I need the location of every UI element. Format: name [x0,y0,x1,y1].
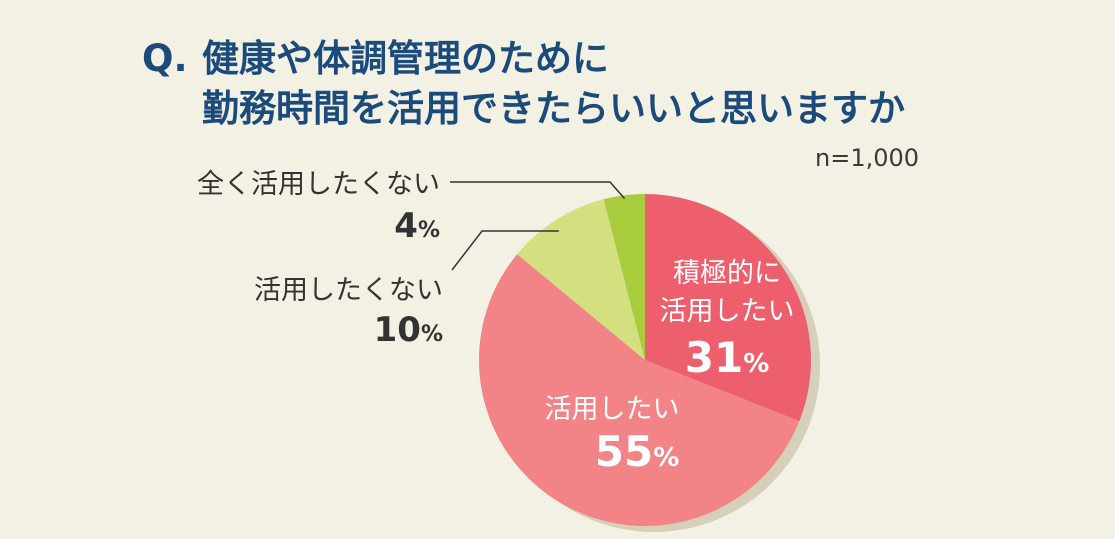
title-text-1: 健康や体調管理のために [202,37,609,80]
leader-line-3 [451,230,559,271]
slice-value-2: 55% [595,427,680,476]
pie-slice-3 [517,199,645,360]
slice-label-1-line-2: 活用したい [660,296,795,327]
question-label: Q. [142,37,188,80]
title-line-1: Q. 健康や体調管理のために [142,34,905,84]
slice-label-1-line-1: 積極的に [673,258,781,289]
slice-label-3: 活用したくない [254,275,443,306]
slice-label-4: 全く活用したくない [197,169,440,200]
slice-value-3: 10% [374,310,443,350]
slice-value-4: 4% [394,206,440,246]
sample-size-note: n=1,000 [815,144,920,172]
title-line-2: 勤務時間を活用できたらいいと思いますか [202,87,905,130]
slice-label-2: 活用したい [545,394,680,425]
slice-value-1: 31% [685,333,770,382]
leader-line-4 [450,181,626,200]
pie-slice-4 [603,194,645,360]
pie-slice-1 [645,193,811,422]
pie-slice-2 [479,254,800,526]
chart-title: Q. 健康や体調管理のために 勤務時間を活用できたらいいと思いますか [142,34,905,134]
